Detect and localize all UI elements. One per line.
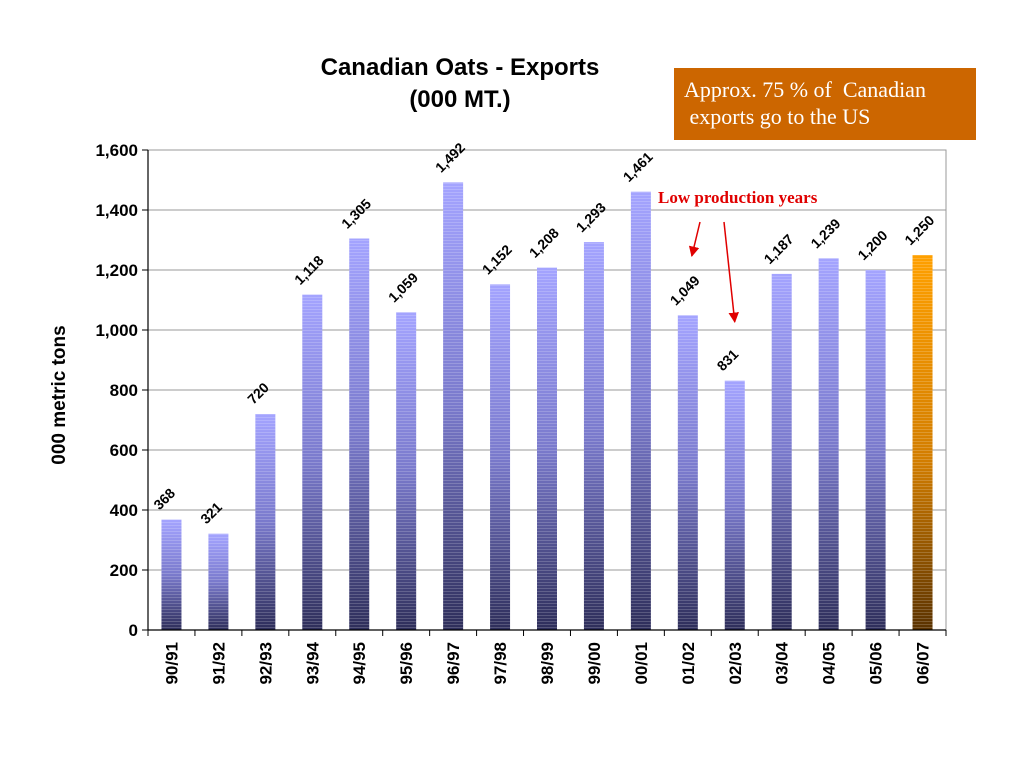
annotation-arrow — [723, 221, 739, 324]
data-label: 1,200 — [854, 227, 890, 263]
y-tick-label: 400 — [110, 501, 138, 520]
data-label: 1,049 — [667, 272, 703, 308]
data-label: 720 — [244, 379, 272, 407]
x-tick-label: 95/96 — [397, 642, 416, 685]
data-label: 1,152 — [479, 241, 515, 277]
bar-stripes — [490, 284, 511, 630]
x-tick-label: 03/04 — [773, 641, 792, 684]
data-label: 1,305 — [338, 195, 374, 231]
bars — [161, 182, 933, 630]
chart-title-line1: Canadian Oats - Exports — [320, 54, 600, 81]
annotation: Low production years — [658, 188, 818, 324]
y-tick-label: 1,000 — [95, 321, 138, 340]
data-label: 1,293 — [573, 199, 609, 235]
x-tick-label: 93/94 — [303, 641, 322, 684]
y-tick-label: 600 — [110, 441, 138, 460]
y-tick-label: 1,600 — [95, 141, 138, 160]
x-tick-label: 97/98 — [491, 642, 510, 685]
x-tick-label: 05/06 — [867, 642, 886, 685]
x-tick-label: 99/00 — [585, 642, 604, 685]
bar-stripes — [818, 258, 839, 630]
data-label: 831 — [714, 346, 742, 374]
chart-title: Canadian Oats - Exports (000 MT.) — [300, 52, 620, 116]
annotation-arrow — [688, 221, 701, 258]
x-tick-label: 98/99 — [538, 642, 557, 685]
bar-stripes — [302, 294, 323, 630]
bar-stripes — [396, 312, 417, 630]
data-label: 1,208 — [526, 224, 562, 260]
x-tick-label: 96/97 — [444, 642, 463, 685]
bar-stripes — [583, 242, 604, 630]
y-tick-label: 0 — [129, 621, 138, 640]
bar-stripes — [161, 519, 182, 630]
bar-stripes — [865, 270, 886, 630]
x-tick-label: 91/92 — [209, 642, 228, 685]
y-tick-label: 200 — [110, 561, 138, 580]
y-tick-label: 800 — [110, 381, 138, 400]
data-label: 1,059 — [385, 269, 421, 305]
y-tick-label: 1,400 — [95, 201, 138, 220]
bar-stripes — [208, 533, 229, 630]
bar-stripes — [771, 273, 792, 630]
axes: 0 200 400 600 800 1,000 1,200 1,400 1,600 90/91 91… — [95, 141, 947, 685]
data-label: 368 — [150, 485, 178, 513]
bar-stripes — [443, 182, 464, 630]
x-tick-label: 02/03 — [726, 642, 745, 685]
x-tick-label: 94/95 — [350, 642, 369, 685]
data-label: 1,461 — [620, 149, 656, 185]
data-label: 1,239 — [807, 215, 843, 251]
x-tick-label: 01/02 — [679, 642, 698, 685]
data-label: 1,187 — [761, 231, 797, 267]
x-tick-label: 92/93 — [256, 642, 275, 685]
data-label: 1,492 — [432, 139, 468, 175]
bar-stripes — [349, 238, 370, 630]
annotation-text: Low production years — [658, 188, 818, 207]
chart-title-line2: (000 MT.) — [409, 86, 511, 113]
x-tick-label: 00/01 — [632, 642, 651, 685]
bar-stripes — [912, 255, 933, 630]
y-tick-label: 1,200 — [95, 261, 138, 280]
x-tick-label: 04/05 — [820, 642, 839, 685]
x-tick-label: 06/07 — [914, 642, 933, 685]
x-tick-label: 90/91 — [162, 642, 181, 685]
bar-stripes — [537, 267, 557, 630]
bar-stripes — [677, 315, 698, 630]
data-label: 1,250 — [901, 212, 937, 248]
bar-stripes — [630, 191, 651, 630]
bar-stripes — [724, 380, 745, 630]
callout-box: Approx. 75 % of Canadian exports go to t… — [674, 68, 976, 140]
data-label: 321 — [197, 499, 225, 527]
bar-stripes — [255, 414, 276, 630]
